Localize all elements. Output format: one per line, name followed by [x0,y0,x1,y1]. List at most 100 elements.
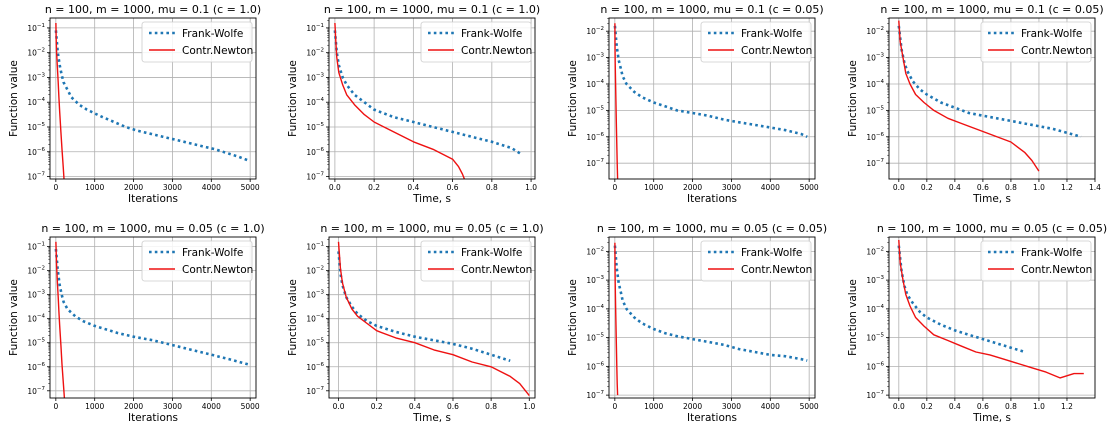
x-tick-label: 0 [612,402,617,411]
y-tick-label: 10−3 [306,290,324,300]
y-tick-label: 10−1 [27,242,45,252]
series-line-frank-wolfe [613,245,808,362]
y-tick-label: 10−2 [586,246,604,256]
series-line-frank-wolfe [54,30,249,162]
y-tick-label: 10−1 [306,23,324,33]
y-tick-label: 10−1 [306,242,324,252]
axes-frame [608,236,816,399]
legend: Frank-Wolfe Contr.Newton [980,21,1092,63]
series-group [613,23,808,179]
y-axis-label: Function value [567,279,579,356]
series-line-frank-wolfe [613,25,808,138]
x-tick-label: 1.4 [1089,183,1101,192]
chart-title: n = 100, m = 1000, mu = 0.05 (c = 1.0) [41,222,264,235]
legend-label: Contr.Newton [182,264,253,276]
y-tick-label: 10−7 [306,172,324,182]
chart-1: 0 1000 2000 3000 4000 5000 10−7 10−6 10−5 10−4 10−… [8,3,261,205]
x-tick-label: 4000 [761,183,780,192]
chart-6: 0.0 0.2 0.4 0.6 0.8 1.0 10−7 10−6 10−5 10−4 10−3 10… [287,222,544,424]
series-line-contr-newton [898,20,1040,172]
y-tick-label: 10−5 [586,105,604,115]
y-tick-label: 10−2 [27,266,45,276]
x-tick-label: 1.2 [1061,402,1073,411]
x-tick-label: 4000 [202,183,221,192]
legend-label: Frank-Wolfe [741,28,802,40]
x-tick-label: 1000 [644,402,663,411]
x-tick-label: 3000 [163,183,182,192]
y-axis-label: Function value [8,279,20,356]
y-tick-label: 10−6 [866,361,884,371]
x-tick-label: 0.6 [447,183,459,192]
series-group [897,20,1082,172]
x-tick-label: 1000 [644,183,663,192]
y-tick-label: 10−7 [866,390,884,400]
x-tick-label: 0.2 [371,402,383,411]
legend: Frank-Wolfe Contr.Newton [980,240,1092,282]
y-tick-label: 10−3 [866,53,884,63]
legend: Frank-Wolfe Contr.Newton [141,240,253,282]
x-tick-label: 5000 [241,402,260,411]
series-line-contr-newton [55,22,65,179]
chart-title: n = 100, m = 1000, mu = 0.1 (c = 0.05) [600,3,823,16]
y-tick-label: 10−5 [306,122,324,132]
x-tick-label: 1.0 [1033,183,1045,192]
x-tick-label: 0.4 [949,183,961,192]
y-tick-label: 10−2 [27,48,45,58]
legend-box [980,240,1092,282]
x-tick-label: 0 [53,183,58,192]
x-axis-label: Time, s [972,412,1011,424]
legend-label: Contr.Newton [182,45,253,57]
x-tick-label: 0.2 [368,183,380,192]
x-tick-label: 0.4 [949,402,961,411]
x-axis-label: Iterations [687,193,737,205]
y-tick-label: 10−3 [306,72,324,82]
y-tick-label: 10−3 [866,275,884,285]
y-tick-label: 10−2 [866,246,884,256]
x-tick-label: 1000 [85,402,104,411]
y-tick-label: 10−6 [27,362,45,372]
x-tick-label: 0.6 [977,183,989,192]
x-tick-label: 1000 [85,183,104,192]
x-axis-label: Time, s [972,193,1011,205]
axes-frame [888,236,1096,399]
legend-box [700,240,812,282]
x-axis-label: Time, s [412,193,451,205]
x-tick-label: 0 [53,402,58,411]
x-tick-label: 3000 [722,183,741,192]
legend-label: Frank-Wolfe [461,28,522,40]
legend-label: Contr.Newton [461,264,532,276]
series-group [54,241,249,398]
series-line-contr-newton [614,242,619,396]
x-tick-label: 0.2 [921,402,933,411]
series-group [333,22,522,179]
y-axis-label: Function value [847,60,859,137]
series-group [897,239,1084,379]
y-tick-label: 10−7 [306,386,324,396]
y-tick-label: 10−4 [866,304,884,314]
x-tick-label: 1.0 [523,402,535,411]
y-tick-label: 10−7 [866,158,884,168]
axes-frame [888,17,1096,180]
x-tick-label: 3000 [163,402,182,411]
x-tick-label: 0 [612,183,617,192]
y-axis-label: Function value [287,279,299,356]
y-tick-label: 10−5 [27,338,45,348]
y-tick-label: 10−7 [27,386,45,396]
series-group [337,241,530,397]
y-tick-label: 10−2 [866,26,884,36]
legend-label: Frank-Wolfe [182,247,243,259]
legend: Frank-Wolfe Contr.Newton [420,21,532,63]
x-tick-label: 0.2 [921,183,933,192]
legend-label: Frank-Wolfe [182,28,243,40]
legend-label: Frank-Wolfe [1021,247,1082,259]
series-line-contr-newton [898,239,1084,379]
y-tick-label: 10−4 [306,97,324,107]
y-tick-label: 10−7 [586,390,604,400]
chart-8: 0.0 0.2 0.4 0.6 0.8 1.0 1.2 10−7 10−6 10−5 10−4 10−… [847,222,1107,424]
legend: Frank-Wolfe Contr.Newton [700,240,812,282]
x-tick-label: 1.2 [1061,183,1073,192]
axes-frame [328,236,536,399]
y-tick-label: 10−6 [27,147,45,157]
y-tick-label: 10−2 [586,26,604,36]
legend-label: Frank-Wolfe [461,247,522,259]
